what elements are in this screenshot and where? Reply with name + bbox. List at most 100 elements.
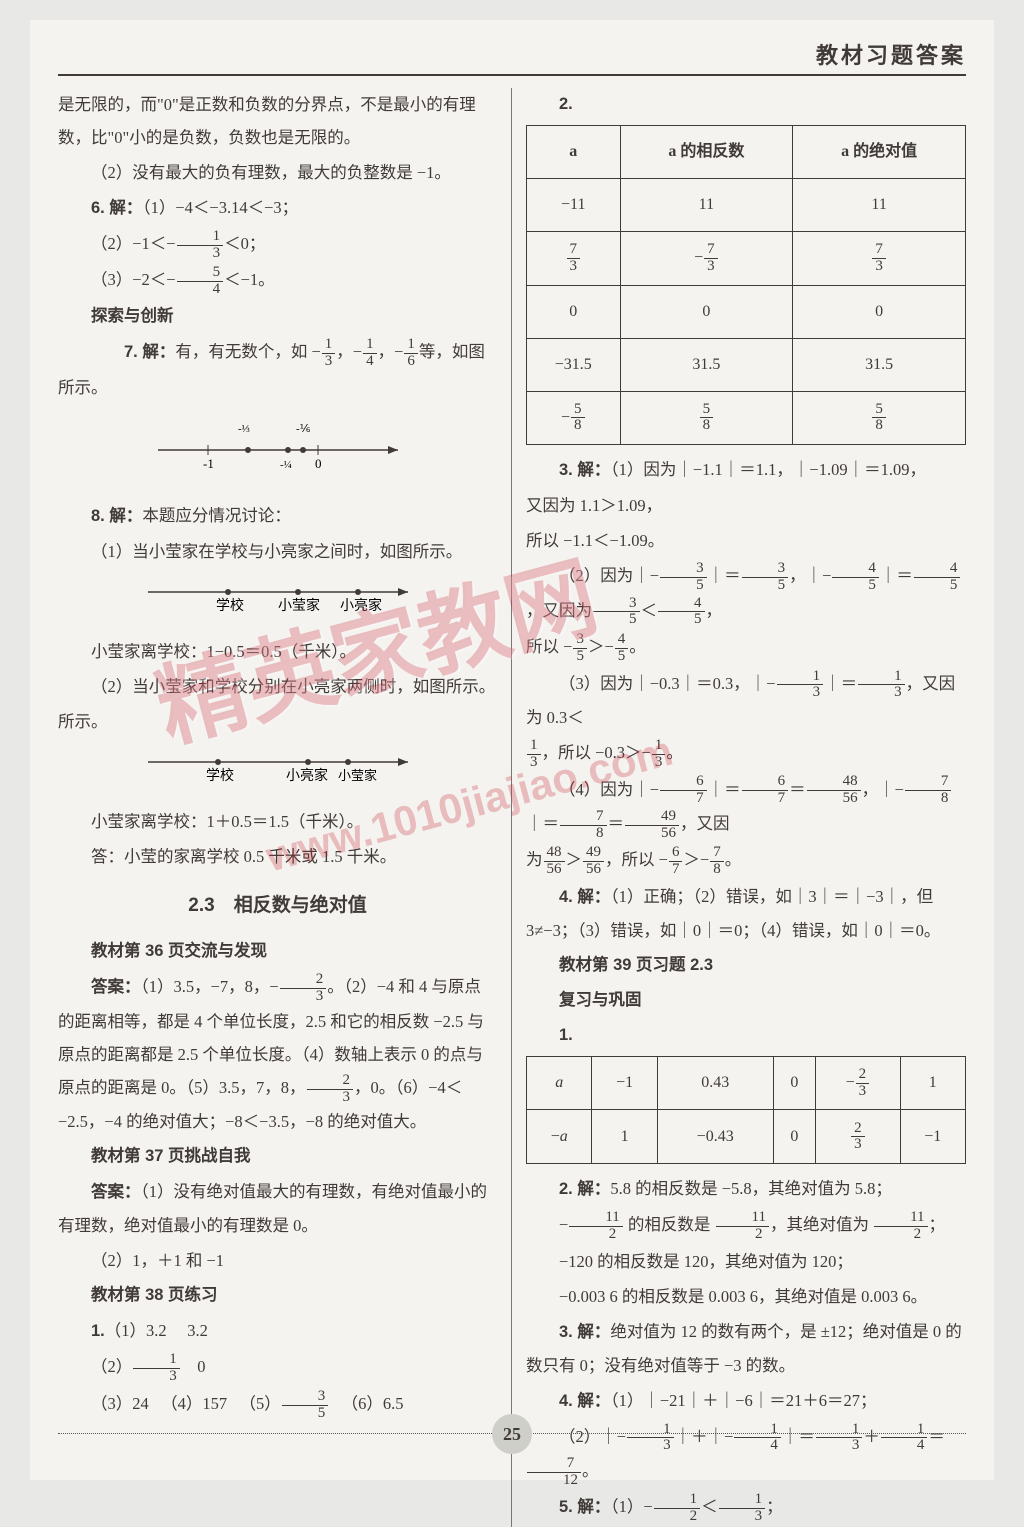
text: 0 (181, 1357, 206, 1376)
svg-text:-1: -1 (203, 456, 214, 471)
fraction: 13 (177, 229, 224, 262)
q6: 6. 解：（1）−4＜−3.14＜−3； (58, 191, 497, 225)
q2rd: −0.003 6 的相反数是 0.003 6，其绝对值是 0.003 6。 (526, 1280, 966, 1313)
p38-2: （2）13 0 (58, 1350, 497, 1384)
fraction: 13 (133, 1352, 180, 1385)
td: −1 (900, 1110, 965, 1164)
td: −1 (592, 1056, 657, 1110)
number-line-1: -1 0 -⅓ -⅙ -¼ (58, 410, 497, 491)
text: （2）−1＜− (91, 234, 176, 253)
section-title: 2.3 相反数与绝对值 (58, 887, 497, 925)
q2-label: 2. (526, 88, 966, 121)
td: 0 (620, 285, 793, 338)
p39-sub: 复习与巩固 (526, 984, 966, 1017)
text: ； (929, 1215, 946, 1234)
left-column: 是无限的，而"0"是正数和负数的分界点，不是最小的有理数，比"0"小的是负数，负… (58, 88, 512, 1527)
p38-title: 教材第 38 页练习 (58, 1279, 497, 1312)
svg-text:0: 0 (315, 456, 322, 471)
fraction: 16 (404, 337, 418, 370)
svg-text:-⅓: -⅓ (238, 423, 250, 435)
text: ｜＝ (824, 674, 857, 693)
q2rc: −120 的相反数是 120，其绝对值为 120； (526, 1245, 966, 1278)
td: 23 (816, 1110, 900, 1164)
fraction: 54 (177, 265, 224, 298)
text: − (559, 1215, 568, 1234)
text: （1）− (610, 1497, 652, 1516)
text: ，所以 − (605, 850, 668, 869)
explore-title: 探索与创新 (58, 300, 497, 333)
svg-text:学校: 学校 (206, 767, 234, 784)
text: ＜−1。 (224, 270, 275, 289)
text: 为 (526, 850, 543, 869)
text-line: 是无限的，而"0"是正数和负数的分界点，不是最小的有理数，比"0"小的是负数，负… (58, 88, 497, 154)
page-number: 25 (492, 1414, 532, 1454)
p36-title: 教材第 36 页交流与发现 (58, 935, 497, 968)
q6-2: （2）−1＜−13＜0； (58, 227, 497, 261)
q8e: 小莹家离学校：1＋0.5＝1.5（千米）。 (58, 805, 497, 838)
p38-3: （3）24 （4）157 （5）35 （6）6.5 (58, 1387, 497, 1421)
q4ra: 4. 解：（1）｜−21｜＋｜−6｜＝21＋6＝27； (526, 1384, 966, 1418)
text: ＞ (566, 850, 583, 869)
q7: 7. 解：有，有无数个，如 −13，−14，−16等，如图 (58, 335, 497, 369)
text: （1）3.5，−7，8，− (141, 977, 279, 996)
svg-text:小亮家: 小亮家 (340, 597, 382, 614)
text: 。 (629, 637, 646, 656)
q3r: 3. 解：绝对值为 12 的数有两个，是 ±12；绝对值是 0 的数只有 0；没… (526, 1315, 966, 1382)
text: 。 (725, 850, 742, 869)
text: （2） (91, 1357, 132, 1376)
q3c: 所以 −1.1＜−1.09。 (526, 524, 966, 557)
td: 0 (773, 1110, 816, 1164)
svg-text:小莹家: 小莹家 (338, 768, 377, 783)
q3-4b: 为4856＞4956，所以 −67＞−78。 (526, 843, 966, 877)
td: 1 (592, 1110, 657, 1164)
text: 有，有无数个，如 − (175, 342, 320, 361)
text: 的相反数是 (624, 1215, 715, 1234)
text: ＞− (588, 637, 614, 656)
table-row: −111111 (527, 179, 966, 232)
table-row: −31.531.531.5 (527, 338, 966, 391)
text: （1）因为｜−1.1｜＝1.1，｜−1.09｜＝1.09， (610, 460, 926, 479)
q4r: 4. 解：（1）正确；（2）错误，如｜3｜＝｜−3｜，但 3≠−3；（3）错误，… (526, 880, 966, 947)
q5r: 5. 解：（1）−12＜13； (526, 1490, 966, 1524)
text: （1）｜−21｜＋｜−6｜＝21＋6＝27； (610, 1391, 876, 1410)
table-opposites: a a 的相反数 a 的绝对值 −111111 73−7373 000 −31.… (526, 125, 966, 445)
footer: 25 (30, 1433, 994, 1474)
td: −11 (527, 179, 621, 232)
td: −a (527, 1110, 592, 1164)
text: ，｜− (862, 780, 904, 799)
q3-4: （4）因为｜−67｜＝67＝4856，｜−78｜＝78＝4956，又因 (526, 773, 966, 842)
fraction: 35 (282, 1389, 329, 1422)
text: （3）因为｜−0.3｜＝0.3，｜− (559, 674, 776, 693)
text: （3）24 （4）157 （5） (91, 1394, 281, 1413)
th: a (527, 126, 621, 179)
svg-text:-¼: -¼ (280, 459, 292, 471)
td: 0.43 (657, 1056, 773, 1110)
td: 73 (527, 232, 621, 286)
p39-1: 1. (526, 1019, 966, 1052)
table-row: −585858 (527, 391, 966, 445)
svg-text:小莹家: 小莹家 (278, 597, 320, 614)
th: a 的相反数 (620, 126, 793, 179)
text: ，− (336, 342, 362, 361)
label: 7. 解： (58, 336, 175, 369)
td: −73 (620, 232, 793, 286)
text: ＞− (683, 850, 709, 869)
text-line: （2）没有最大的负有理数，最大的负整数是 −1。 (58, 156, 497, 189)
header-rule (58, 74, 966, 76)
text: ｜＝ (708, 780, 741, 799)
q3-3b: 13，所以 −0.3＞−13。 (526, 736, 966, 770)
td: 11 (793, 179, 966, 232)
text: ，− (378, 342, 404, 361)
text: 所以 − (526, 637, 572, 656)
text: ＜0； (224, 234, 265, 253)
td: −23 (816, 1056, 900, 1110)
th: a 的绝对值 (793, 126, 966, 179)
text: （1）−4＜−3.14＜−3； (142, 198, 298, 217)
table-neg: a−10.430−231 −a1−0.43023−1 (526, 1056, 966, 1164)
fraction: 13 (322, 337, 336, 370)
td: 11 (620, 179, 793, 232)
td: 0 (527, 285, 621, 338)
q8c: 小莹家离学校：1−0.5＝0.5（千米）。 (58, 635, 497, 668)
q8f: 答：小莹的家离学校 0.5 千米或 1.5 千米。 (58, 840, 497, 873)
text: （6）6.5 (329, 1394, 403, 1413)
